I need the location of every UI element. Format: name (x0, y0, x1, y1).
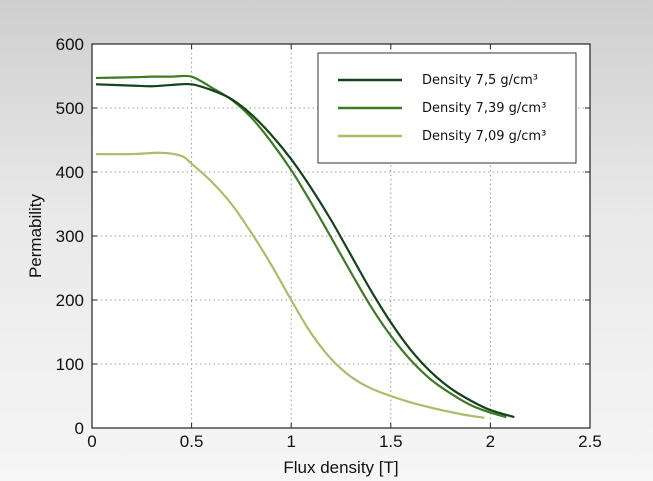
y-tick-label: 100 (56, 355, 84, 374)
x-axis-label: Flux density [T] (283, 458, 398, 477)
x-tick-label: 1.5 (379, 432, 403, 451)
y-tick-label: 200 (56, 291, 84, 310)
y-tick-label: 500 (56, 99, 84, 118)
x-tick-label: 0 (87, 432, 96, 451)
series-line (95, 82, 515, 419)
series-layer (95, 74, 515, 419)
y-tick-label: 600 (56, 35, 84, 54)
x-tick-label: 2 (486, 432, 495, 451)
series-line (95, 74, 507, 419)
legend-label: Density 7,5 g/cm³ (422, 73, 538, 88)
x-tick-label: 2.5 (578, 432, 602, 451)
x-tick-label: 0.5 (180, 432, 204, 451)
y-tick-label: 0 (75, 419, 84, 438)
legend-label: Density 7,39 g/cm³ (422, 101, 546, 116)
y-axis-label: Permability (26, 193, 45, 278)
legend-label: Density 7,09 g/cm³ (422, 129, 546, 144)
y-tick-label: 300 (56, 227, 84, 246)
series-line (95, 151, 485, 419)
tick-labels: 0 0.5 1 1.5 2 2.5 0 100 200 300 400 500 600 (56, 35, 602, 451)
x-tick-label: 1 (286, 432, 295, 451)
legend: Density 7,5 g/cm³ Density 7,39 g/cm³ Densi… (317, 52, 577, 164)
y-tick-label: 400 (56, 163, 84, 182)
